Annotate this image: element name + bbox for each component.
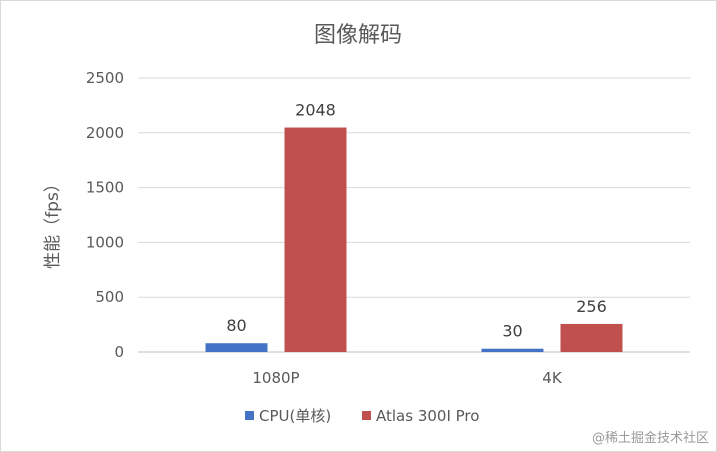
legend: CPU(单核) Atlas 300I Pro [245, 407, 479, 425]
y-tick-label: 2000 [86, 124, 124, 142]
y-tick-label: 0 [114, 343, 124, 361]
data-label: 80 [226, 316, 246, 335]
y-axis-title: 性能（fps） [43, 175, 63, 269]
watermark: @稀土掘金技术社区 [592, 430, 709, 446]
bar-0-1 [284, 127, 347, 352]
y-tick-label: 500 [95, 288, 124, 306]
y-axis-ticks: 0 500 1000 1500 2000 2500 [86, 69, 124, 361]
chart-title: 图像解码 [314, 23, 402, 48]
data-label: 256 [576, 297, 607, 316]
bar-1-0 [481, 348, 544, 352]
x-tick-label: 1080P [252, 369, 299, 387]
y-tick-label: 1500 [86, 179, 124, 197]
bar-0-0 [205, 343, 268, 352]
data-label: 2048 [295, 101, 336, 120]
x-tick-label: 4K [542, 369, 563, 387]
data-label: 30 [502, 322, 522, 341]
legend-swatch-0 [245, 411, 254, 420]
gridlines [138, 77, 690, 353]
data-labels: 80 2048 30 256 [226, 101, 606, 341]
x-axis-ticks: 1080P 4K [252, 369, 562, 387]
bar-1-1 [560, 323, 623, 352]
y-tick-label: 1000 [86, 233, 124, 251]
bars [205, 127, 623, 352]
y-tick-label: 2500 [86, 69, 124, 87]
legend-label-0: CPU(单核) [259, 407, 331, 425]
legend-swatch-1 [362, 411, 371, 420]
legend-label-1: Atlas 300I Pro [376, 407, 479, 425]
